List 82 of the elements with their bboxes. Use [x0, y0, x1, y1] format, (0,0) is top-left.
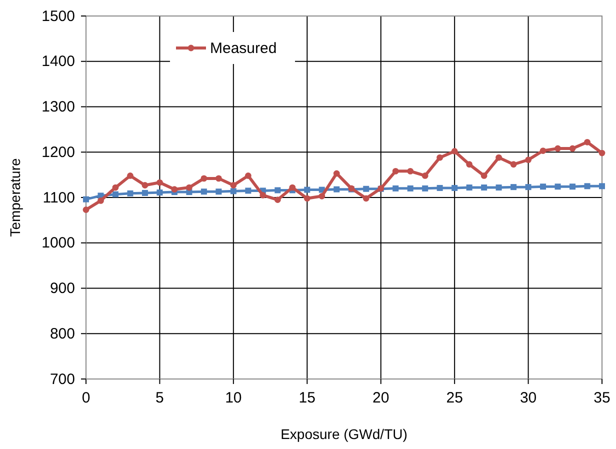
point: [540, 148, 546, 154]
point: [230, 188, 236, 194]
x-tick-label: 30: [520, 390, 537, 407]
point: [274, 196, 281, 203]
point: [422, 172, 428, 179]
point: [156, 179, 163, 186]
point: [466, 161, 473, 168]
point: [127, 172, 134, 179]
point: [304, 195, 310, 202]
point: [171, 186, 178, 193]
y-tick-label: 1100: [42, 189, 75, 206]
x-tick-label: 10: [225, 390, 242, 407]
point: [112, 184, 119, 191]
point: [540, 184, 546, 190]
point: [584, 183, 590, 190]
point: [304, 186, 310, 193]
x-tick-label: 35: [594, 390, 610, 407]
x-tick-label: 0: [82, 390, 90, 407]
point: [245, 188, 252, 194]
point: [260, 192, 266, 198]
point: [569, 145, 576, 152]
point: [200, 188, 207, 195]
point: [142, 190, 148, 196]
y-tick-label: 1000: [42, 234, 75, 252]
y-tick-label: 1200: [42, 144, 75, 161]
point: [392, 168, 399, 174]
point: [83, 196, 89, 202]
x-tick-label: 5: [156, 390, 164, 407]
point: [422, 185, 428, 192]
legend-label: Measured: [210, 40, 277, 57]
y-tick-label: 1500: [42, 8, 75, 25]
point: [510, 184, 517, 190]
point: [215, 175, 222, 182]
point: [525, 156, 532, 164]
point: [452, 184, 458, 191]
point: [451, 148, 458, 154]
y-tick-label: 1400: [42, 53, 75, 70]
point: [554, 145, 561, 152]
y-tick-label: 700: [50, 370, 75, 388]
y-axis-title: Temperature: [7, 158, 23, 237]
point: [598, 150, 606, 156]
point: [510, 161, 517, 168]
point: [334, 186, 340, 192]
y-tick-label: 1300: [42, 98, 75, 116]
point: [481, 184, 488, 191]
point: [333, 170, 340, 177]
point: [436, 184, 443, 191]
y-tick-label: 900: [50, 280, 75, 298]
point: [407, 168, 414, 174]
point: [112, 191, 118, 198]
point: [274, 187, 281, 194]
point: [466, 184, 472, 191]
point: [230, 182, 237, 188]
point: [392, 185, 399, 192]
point: [436, 154, 444, 161]
x-tick-label: 25: [446, 390, 463, 407]
point: [362, 195, 370, 202]
point: [363, 186, 370, 192]
point: [554, 184, 561, 190]
point: [407, 185, 414, 192]
point: [142, 182, 148, 188]
point: [570, 184, 576, 190]
point: [318, 192, 326, 200]
point: [127, 190, 134, 196]
y-tick-label: 800: [50, 325, 75, 342]
point: [480, 172, 488, 179]
point: [98, 197, 104, 204]
point: [244, 172, 252, 179]
point: [156, 190, 163, 196]
point: [200, 175, 208, 182]
point: [496, 184, 502, 191]
point: [584, 138, 590, 146]
x-tick-label: 20: [372, 390, 390, 407]
point: [82, 206, 90, 213]
point: [525, 184, 532, 190]
point: [216, 188, 222, 195]
point: [599, 183, 605, 190]
x-tick-label: 15: [298, 390, 316, 407]
point: [289, 184, 296, 191]
point: [186, 184, 192, 191]
x-axis-title: Exposure (GWd/TU): [280, 426, 408, 442]
point: [496, 154, 502, 161]
